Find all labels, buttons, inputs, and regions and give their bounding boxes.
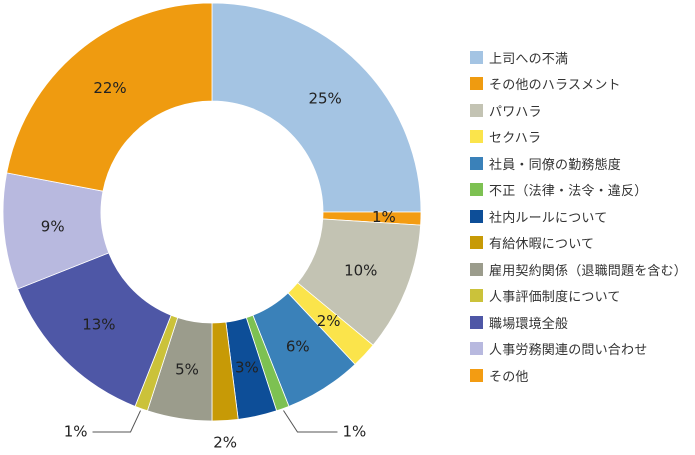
legend-swatch [470,368,483,382]
slice-value-label-4: 6% [286,338,310,356]
legend-label: 不正（法律・法令・違反） [489,184,648,200]
legend-swatch [470,262,483,276]
slice-value-label-8: 5% [175,361,199,379]
legend: 上司への不満その他のハラスメント パワハラセクハラ社員・同僚の勤務態度不正（法律・… [470,44,687,389]
legend-item-10: 職場環境全般 [470,309,687,336]
slice-value-label-2: 10% [344,261,377,279]
legend-label: セクハラ [489,131,542,147]
legend-item-8: 雇用契約関係（退職問題を含む） [470,256,687,283]
legend-item-5: 不正（法律・法令・違反） [470,177,687,204]
slice-value-label-0: 25% [308,89,341,107]
legend-swatch [470,342,483,356]
legend-item-12: その他 [470,362,687,389]
slice-value-label-12: 22% [93,79,126,97]
donut-slice-12 [6,2,213,192]
legend-item-11: 人事労務関連の問い合わせ [470,336,687,363]
callout-line-9 [92,410,141,433]
legend-swatch [470,77,483,91]
legend-swatch [470,315,483,329]
legend-label: 有給休暇について [489,237,595,253]
legend-swatch [470,209,483,223]
slice-value-label-9: 1% [64,423,88,441]
legend-item-0: 上司への不満 [470,44,687,71]
legend-label: 職場環境全般 [489,316,569,332]
legend-label: 人事労務関連の問い合わせ [489,343,648,359]
legend-swatch [470,289,483,303]
legend-label: 人事評価制度について [489,290,621,306]
legend-item-2: パワハラ [470,97,687,124]
legend-swatch [470,156,483,170]
legend-swatch [470,236,483,250]
legend-label: 上司への不満 [489,51,569,67]
legend-swatch [470,50,483,64]
slice-value-label-6: 3% [235,359,259,377]
legend-item-3: セクハラ [470,124,687,151]
legend-swatch [470,130,483,144]
legend-label: その他 [489,369,529,385]
slice-value-label-7: 2% [213,434,237,452]
legend-item-1: その他のハラスメント [470,71,687,98]
legend-label: その他のハラスメント [489,78,621,94]
legend-label: パワハラ [489,104,542,120]
legend-item-4: 社員・同僚の勤務態度 [470,150,687,177]
legend-swatch [470,183,483,197]
slice-value-label-10: 13% [82,316,115,334]
legend-label: 社内ルールについて [489,210,608,226]
slice-value-label-5: 1% [342,423,366,441]
legend-item-7: 有給休暇について [470,230,687,257]
legend-label: 雇用契約関係（退職問題を含む） [489,263,688,279]
slice-value-label-1: 1% [372,208,396,226]
legend-swatch [470,103,483,117]
slice-value-label-11: 9% [41,218,65,236]
donut-svg: 25% 1% 10% 2% 6% 1% 3% 2% 5% 1% 13% 9% 22% [2,2,422,452]
slice-value-label-3: 2% [317,312,341,330]
callout-line-5 [283,410,338,433]
donut-slice-0 [211,2,422,213]
legend-label: 社員・同僚の勤務態度 [489,157,622,173]
legend-item-6: 社内ルールについて [470,203,687,230]
legend-item-9: 人事評価制度について [470,283,687,310]
